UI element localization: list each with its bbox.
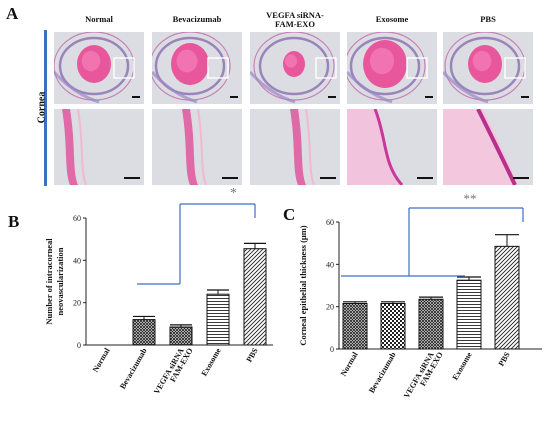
column-label-line: Exosome xyxy=(375,14,409,24)
bar-bevacizumab xyxy=(132,319,156,346)
bar-exosome xyxy=(206,293,230,346)
x-category-label: PBS xyxy=(497,350,512,368)
column-label-4: PBS xyxy=(443,15,533,24)
panel-b-letter: B xyxy=(8,212,20,231)
x-category-label: Bevacizumab xyxy=(367,350,398,395)
bar-vegfa-sirna-fam-exo xyxy=(418,298,444,350)
column-label-line: Bevacizumab xyxy=(172,14,222,24)
panel-c-letter: C xyxy=(283,205,296,224)
column-label-line: VEGFA siRNA- xyxy=(266,10,324,20)
bar-vegfa-sirna-fam-exo xyxy=(169,326,193,346)
column-label-line: PBS xyxy=(480,14,496,24)
y-axis-label: Number of intracorneal xyxy=(44,238,54,325)
x-category-label: Normal xyxy=(339,350,360,378)
panel-a-letter: A xyxy=(6,4,19,23)
x-category-label: Exosome xyxy=(451,350,474,381)
x-category-label: Exosome xyxy=(200,346,223,377)
y-tick-label: 20 xyxy=(73,299,81,308)
column-label-2: VEGFA siRNA- FAM-EXO xyxy=(250,11,340,29)
eye-section-image xyxy=(250,32,340,104)
y-tick-label: 0 xyxy=(330,345,334,354)
y-tick-label: 0 xyxy=(77,341,81,350)
bar-pbs xyxy=(494,245,520,350)
cornea-zoom-image xyxy=(54,109,144,185)
bar-normal xyxy=(342,302,368,350)
column-label-1: Bevacizumab xyxy=(152,15,242,24)
y-axis-label: neovascularization xyxy=(55,247,65,315)
y-tick-label: 20 xyxy=(326,303,334,312)
significance-star: ** xyxy=(464,191,477,206)
column-label-3: Exosome xyxy=(347,15,437,24)
cornea-zoom-image xyxy=(443,109,533,185)
eye-section-image xyxy=(54,32,144,104)
y-tick-label: 60 xyxy=(326,218,334,227)
cornea-zoom-image xyxy=(152,109,242,185)
panel-a-significance: * xyxy=(230,186,237,201)
bar-exosome xyxy=(456,279,482,350)
column-label-line: FAM-EXO xyxy=(275,19,315,29)
column-label-line: Normal xyxy=(85,14,113,24)
row-bar xyxy=(44,30,47,186)
cornea-zoom-image xyxy=(250,109,340,185)
bar-pbs xyxy=(243,248,267,346)
bar-bevacizumab xyxy=(380,302,406,350)
eye-section-image xyxy=(347,32,437,104)
y-tick-label: 60 xyxy=(73,214,81,223)
y-tick-label: 40 xyxy=(73,256,81,265)
x-category-label: Normal xyxy=(91,346,112,374)
y-axis-label: Corneal epithelial thickness (μm) xyxy=(298,225,308,345)
eye-section-image xyxy=(443,32,533,104)
x-category-label: Bevacizumab xyxy=(118,346,149,391)
column-label-0: Normal xyxy=(54,15,144,24)
y-tick-label: 40 xyxy=(326,260,334,269)
x-category-label: PBS xyxy=(245,346,260,364)
cornea-zoom-image xyxy=(347,109,437,185)
eye-section-image xyxy=(152,32,242,104)
